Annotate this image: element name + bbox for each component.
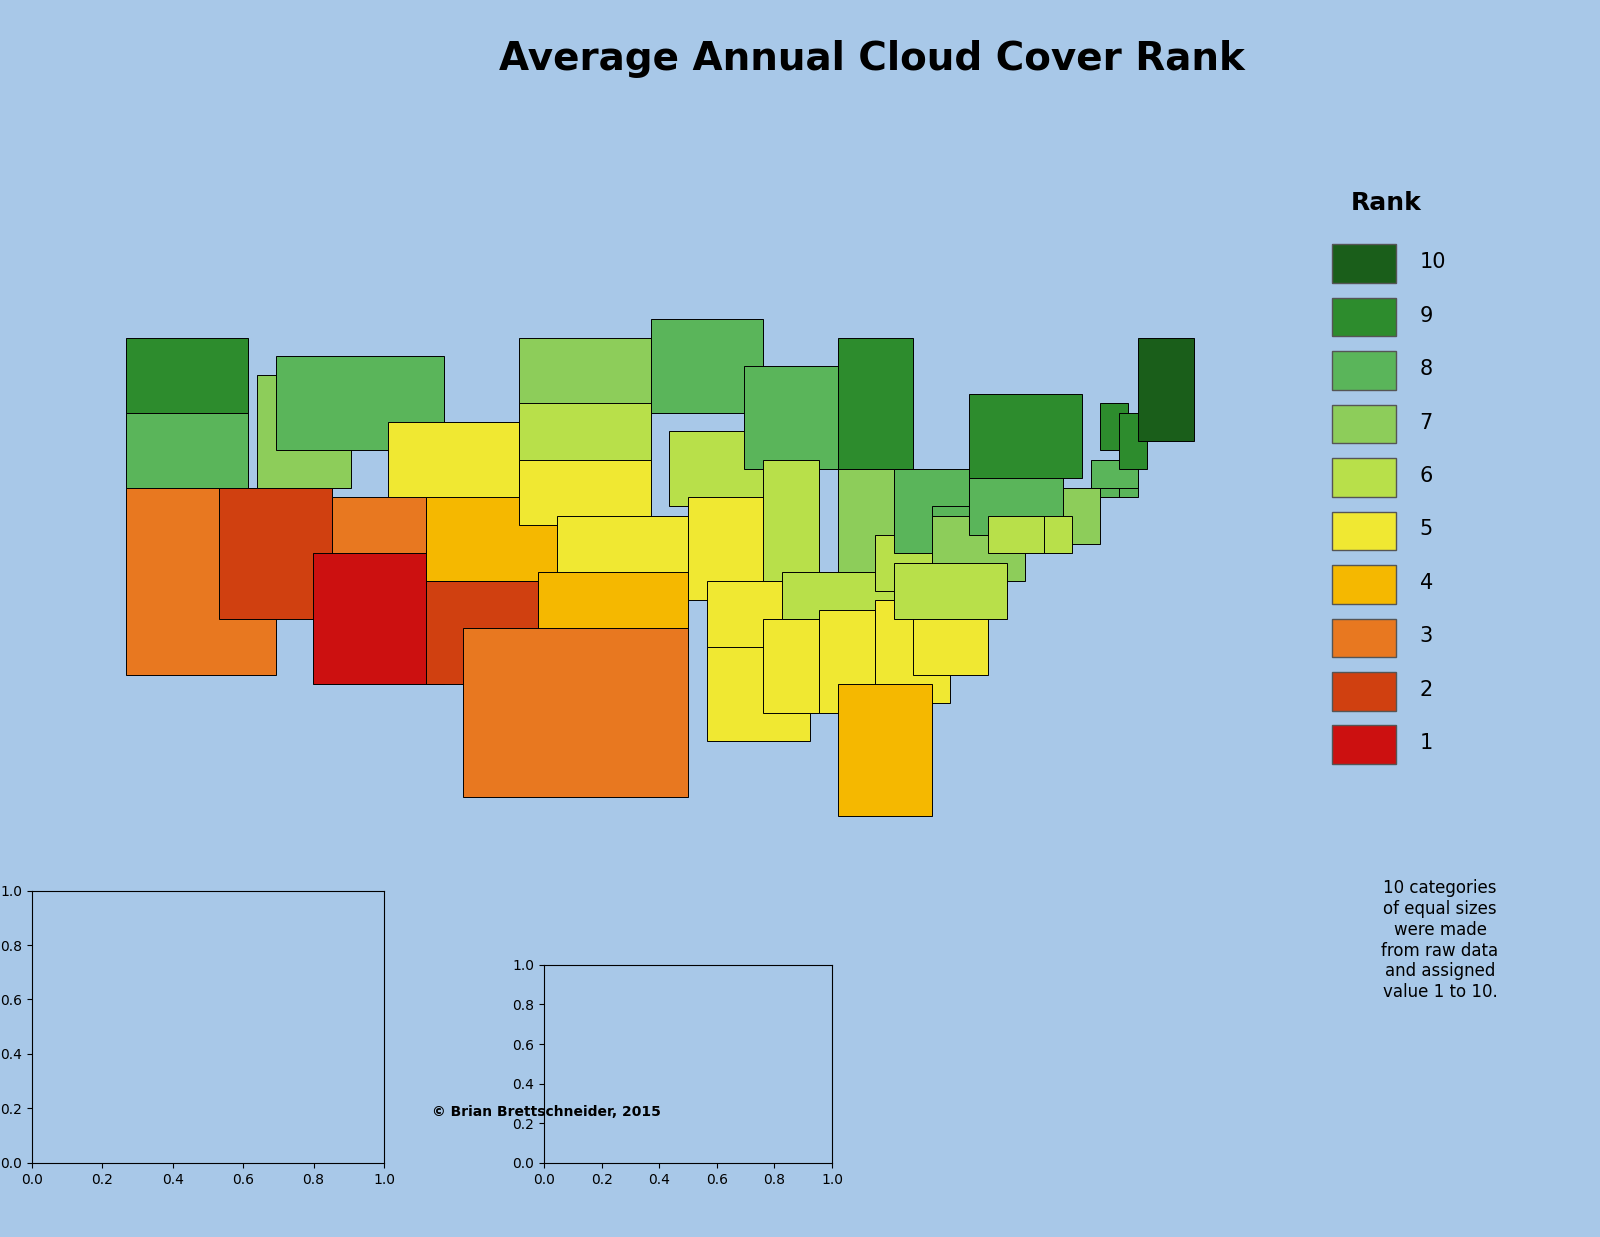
Bar — [763, 618, 819, 713]
Bar — [782, 571, 894, 618]
Text: 7: 7 — [1419, 413, 1432, 433]
Bar — [1101, 469, 1128, 497]
FancyBboxPatch shape — [1333, 565, 1397, 604]
Bar — [1101, 403, 1128, 450]
FancyBboxPatch shape — [1333, 298, 1397, 336]
Bar — [931, 506, 1006, 571]
Text: 4: 4 — [1419, 573, 1432, 593]
Text: 10 categories
of equal sizes
were made
from raw data
and assigned
value 1 to 10.: 10 categories of equal sizes were made f… — [1381, 880, 1499, 1001]
Text: 6: 6 — [1419, 466, 1434, 486]
Bar — [1118, 479, 1138, 497]
Bar — [426, 581, 557, 684]
Bar — [520, 338, 651, 413]
Text: 2: 2 — [1419, 680, 1432, 700]
FancyBboxPatch shape — [1333, 618, 1397, 657]
Bar — [970, 469, 1062, 534]
Bar — [707, 647, 810, 741]
Bar — [275, 356, 445, 450]
Text: Rank: Rank — [1350, 190, 1421, 215]
FancyBboxPatch shape — [1333, 351, 1397, 390]
FancyBboxPatch shape — [1333, 512, 1397, 550]
Text: 9: 9 — [1419, 306, 1434, 325]
Bar — [557, 516, 688, 591]
Bar — [520, 403, 651, 469]
Bar — [1045, 516, 1072, 553]
Bar — [258, 375, 350, 487]
Bar — [987, 516, 1045, 553]
Bar — [894, 563, 1006, 618]
FancyBboxPatch shape — [1333, 245, 1397, 283]
Bar — [1091, 460, 1138, 487]
Bar — [538, 571, 688, 647]
FancyBboxPatch shape — [1333, 404, 1397, 443]
Bar — [914, 610, 987, 675]
FancyBboxPatch shape — [1333, 672, 1397, 710]
Bar — [389, 422, 520, 506]
Text: Average Annual Cloud Cover Rank: Average Annual Cloud Cover Rank — [499, 40, 1245, 78]
Text: 8: 8 — [1419, 359, 1432, 379]
Bar — [314, 553, 445, 684]
Bar — [462, 628, 688, 797]
Bar — [651, 319, 763, 413]
Bar — [126, 413, 248, 487]
Bar — [894, 469, 970, 553]
Bar — [707, 581, 800, 657]
Bar — [931, 516, 1026, 581]
Bar — [688, 497, 782, 600]
Text: 10: 10 — [1419, 252, 1446, 272]
Bar — [426, 497, 557, 581]
Bar — [875, 600, 950, 703]
Bar — [763, 460, 819, 581]
Bar — [838, 338, 914, 469]
FancyBboxPatch shape — [1333, 725, 1397, 764]
Text: © Brian Brettschneider, 2015: © Brian Brettschneider, 2015 — [432, 1106, 661, 1119]
Bar — [744, 366, 838, 469]
FancyBboxPatch shape — [1333, 458, 1397, 497]
Bar — [1138, 338, 1194, 440]
Text: 3: 3 — [1419, 626, 1432, 646]
Bar — [331, 497, 426, 581]
Bar — [838, 684, 931, 815]
Bar — [126, 487, 275, 675]
Bar — [819, 610, 875, 713]
Text: 1: 1 — [1419, 734, 1432, 753]
Bar — [669, 432, 782, 506]
Bar — [970, 393, 1082, 479]
Text: 5: 5 — [1419, 520, 1432, 539]
Bar — [126, 338, 248, 413]
Bar — [1062, 487, 1101, 544]
Bar — [219, 487, 331, 618]
Bar — [1118, 413, 1147, 469]
Bar — [838, 469, 894, 571]
Bar — [875, 534, 970, 591]
Bar — [520, 460, 651, 526]
